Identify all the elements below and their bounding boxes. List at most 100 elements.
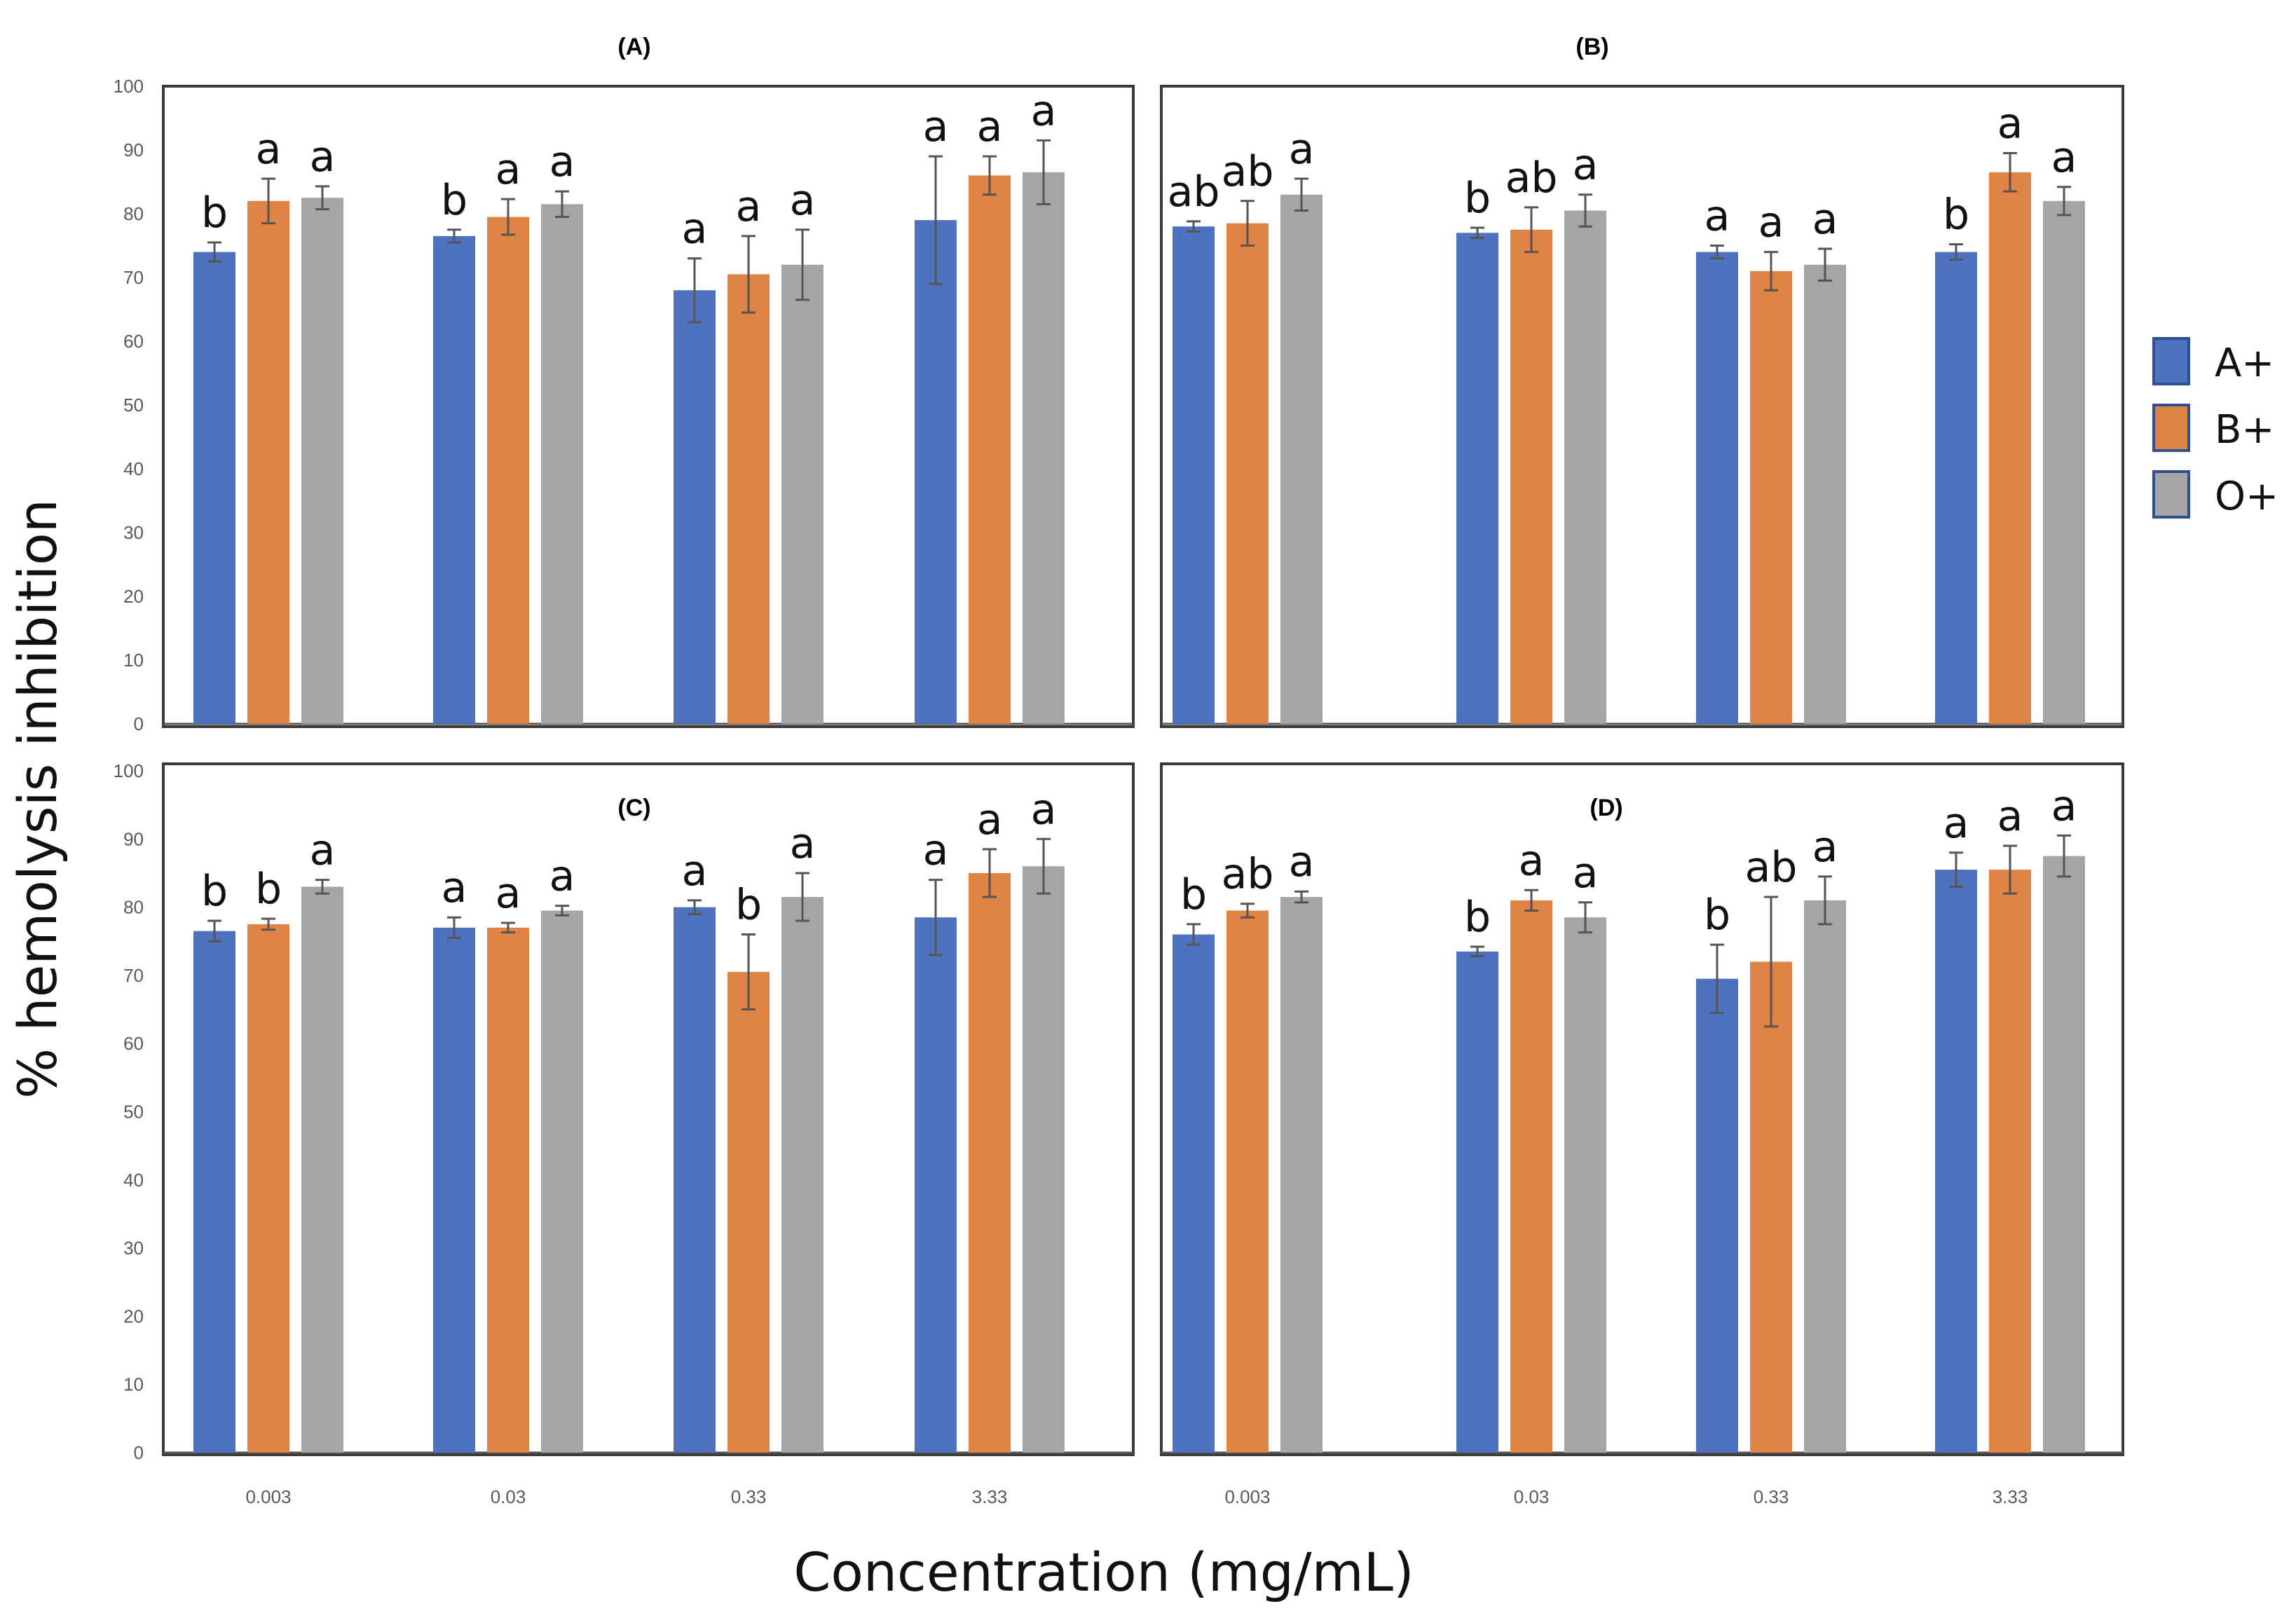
x-tick-label: 3.33 — [1993, 1486, 2028, 1507]
error-bar — [501, 921, 515, 934]
significance-label: a — [1519, 836, 1545, 885]
x-tick-label: 0.003 — [1224, 1486, 1270, 1507]
significance-label: b — [441, 176, 467, 225]
error-bar — [1578, 193, 1592, 228]
panel-c: (C) 0 10 20 30 40 50 60 70 80 90 100 0.003 0.03 0.33 3.… — [114, 760, 1135, 1507]
bar — [1510, 229, 1552, 724]
legend-label: B+ — [2215, 407, 2274, 453]
significance-label: a — [923, 102, 949, 151]
error-bar — [1949, 243, 1963, 261]
error-bar — [1818, 875, 1832, 926]
error-bar — [1710, 245, 1724, 260]
plot-frame — [1160, 762, 2124, 1456]
y-tick-label: 90 — [123, 828, 144, 849]
significance-label: a — [549, 852, 575, 901]
error-bar — [1578, 901, 1592, 934]
error-bar — [1037, 139, 1051, 205]
panel-title: (A) — [617, 34, 650, 60]
significance-label: a — [1573, 141, 1599, 190]
error-bar — [207, 241, 221, 263]
x-tick-label: 0.003 — [245, 1486, 291, 1507]
bar — [1226, 910, 1269, 1453]
significance-label: a — [1997, 100, 2023, 149]
y-tick-label: 90 — [123, 139, 144, 160]
significance-label: a — [496, 145, 521, 194]
error-bar — [1294, 177, 1308, 212]
bar — [1696, 252, 1738, 725]
error-bar — [261, 177, 275, 225]
significance-label: a — [977, 795, 1003, 844]
bar — [193, 931, 235, 1453]
significance-label: a — [1812, 195, 1838, 244]
error-bar — [1818, 247, 1832, 282]
plot-frame — [162, 85, 1135, 728]
bar — [1023, 866, 1065, 1453]
error-bar — [688, 257, 702, 324]
error-bar — [983, 848, 997, 898]
bar — [674, 290, 716, 724]
significance-label: a — [549, 137, 575, 186]
bar — [969, 175, 1011, 724]
bar — [915, 917, 957, 1453]
error-bar — [447, 228, 461, 244]
bar — [727, 972, 770, 1453]
significance-label: b — [201, 867, 228, 916]
plot-frame — [1160, 85, 2124, 728]
bar — [1989, 870, 2031, 1453]
error-bar — [555, 905, 569, 917]
error-bar — [1764, 251, 1778, 292]
bar — [1023, 172, 1065, 725]
y-tick-label: 80 — [123, 897, 144, 918]
error-bar — [1524, 206, 1538, 254]
significance-label: a — [1289, 837, 1315, 886]
y-tick-label: 40 — [123, 458, 144, 479]
error-bar — [983, 155, 997, 196]
error-bar — [1949, 851, 1963, 888]
bar — [301, 886, 343, 1453]
legend-swatch — [2152, 337, 2190, 385]
legend: A+ B+ O+ — [2152, 337, 2278, 519]
y-tick-label: 70 — [123, 965, 144, 986]
error-bar — [1470, 945, 1484, 958]
y-tick-label: 10 — [123, 1374, 144, 1395]
significance-label: b — [1464, 174, 1491, 223]
y-tick-label: 10 — [123, 650, 144, 671]
x-tick-label: 3.33 — [972, 1486, 1008, 1507]
significance-label: a — [1812, 823, 1838, 872]
legend-label: O+ — [2215, 474, 2278, 519]
y-tick-label: 0 — [134, 1442, 144, 1463]
error-bar — [447, 916, 461, 939]
error-bar — [1187, 220, 1201, 233]
error-bar — [315, 879, 329, 895]
plot-frame — [162, 762, 1135, 1456]
significance-label: ab — [1168, 167, 1220, 217]
x-tick-label: 0.03 — [1514, 1486, 1550, 1507]
error-bar — [1710, 943, 1724, 1014]
significance-label: a — [1573, 849, 1599, 898]
error-bar — [1241, 903, 1255, 919]
significance-label: a — [790, 819, 816, 868]
bar — [487, 927, 529, 1453]
error-bar — [2057, 834, 2071, 878]
bar — [247, 924, 289, 1453]
significance-label: a — [682, 846, 708, 896]
bar — [915, 220, 957, 725]
bar — [1935, 252, 1977, 725]
y-tick-label: 0 — [134, 713, 144, 734]
y-tick-label: 20 — [123, 586, 144, 607]
significance-label: a — [1031, 785, 1057, 834]
error-bar — [2057, 186, 2071, 217]
bar — [1804, 264, 1846, 724]
error-bar — [2003, 844, 2017, 895]
bar — [487, 217, 529, 724]
bar — [1564, 917, 1606, 1453]
error-bar — [261, 917, 275, 931]
bar — [1564, 210, 1606, 724]
significance-label: a — [1289, 125, 1315, 174]
significance-label: a — [682, 205, 708, 254]
panel-title: (B) — [1576, 34, 1608, 60]
error-bar — [207, 919, 221, 942]
